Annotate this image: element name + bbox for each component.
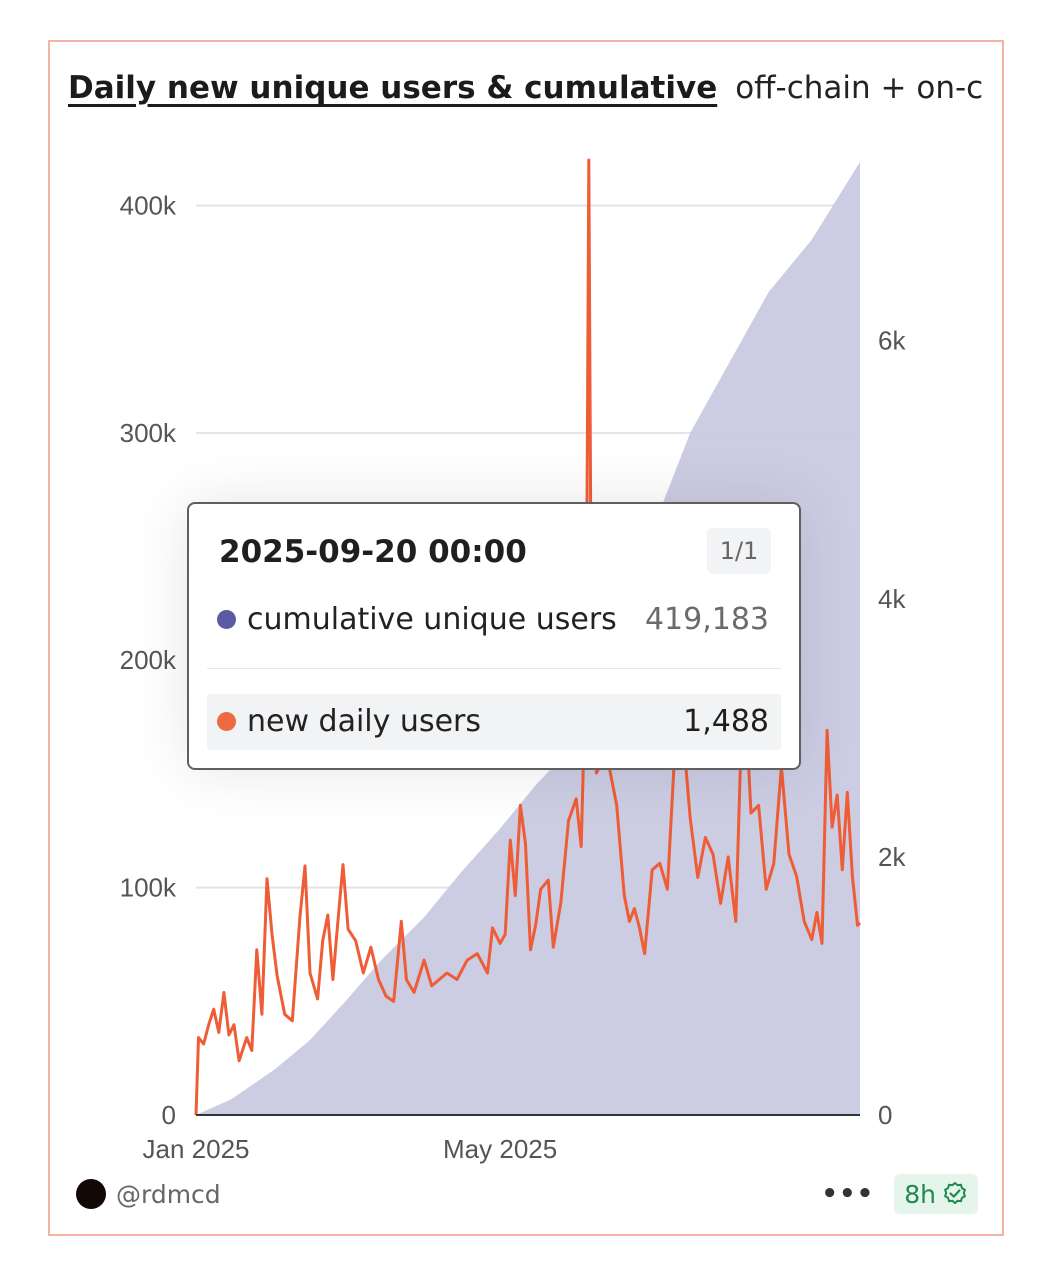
author[interactable]: @rdmcd [76,1178,221,1210]
y-right-tick-label: 4k [878,584,906,614]
tooltip-value: 419,183 [644,602,769,637]
chart-tooltip: 2025-09-20 00:00 1/1 cumulative unique u… [187,502,801,770]
more-options-button[interactable]: ••• [821,1179,875,1209]
tooltip-page-indicator[interactable]: 1/1 [707,528,771,574]
axis-ticks: 0 100k 200k 300k 400k 0 2k 4k 6k Jan 2025 May 2025 [120,190,907,1164]
y-right-tick-label: 0 [878,1100,892,1130]
y-left-tick-label: 300k [120,418,177,448]
chart-plot[interactable]: 0 100k 200k 300k 400k 0 2k 4k 6k Jan 2025 May 2025 [50,42,1002,1172]
x-tick-label: May 2025 [443,1134,557,1164]
y-left-tick-label: 200k [120,645,177,675]
y-left-tick-label: 100k [120,873,177,903]
tooltip-divider [207,668,781,669]
author-handle[interactable]: @rdmcd [116,1179,221,1209]
chart-title-link[interactable]: Daily new unique users & cumulative [68,70,718,106]
age-label: 8h [904,1179,936,1209]
y-right-tick-label: 2k [878,842,906,872]
x-tick-label: Jan 2025 [143,1134,250,1164]
tooltip-label: new daily users [247,704,481,739]
tooltip-row-daily: new daily users 1,488 [207,694,781,750]
cumulative-area-series [196,161,860,1115]
chart-header: Daily new unique users & cumulative off-c… [68,66,986,110]
y-right-tick-label: 6k [878,326,906,356]
y-left-tick-label: 400k [120,190,177,220]
tooltip-date: 2025-09-20 00:00 [219,534,527,570]
tooltip-row-cumulative: cumulative unique users 419,183 [207,592,781,648]
daily-legend-dot [217,712,236,731]
cumulative-legend-dot [217,610,236,629]
tooltip-label: cumulative unique users [247,602,617,637]
chart-card: Daily new unique users & cumulative off-c… [48,40,1004,1236]
y-left-tick-label: 0 [162,1100,176,1130]
tooltip-value: 1,488 [683,704,769,739]
chart-subtitle: off-chain + on-chain… [735,70,986,106]
avatar[interactable] [76,1179,106,1209]
footer-actions: ••• 8h [821,1174,978,1214]
freshness-badge[interactable]: 8h [894,1174,978,1214]
cumulative-area [196,161,860,1115]
verified-check-icon [944,1182,966,1204]
